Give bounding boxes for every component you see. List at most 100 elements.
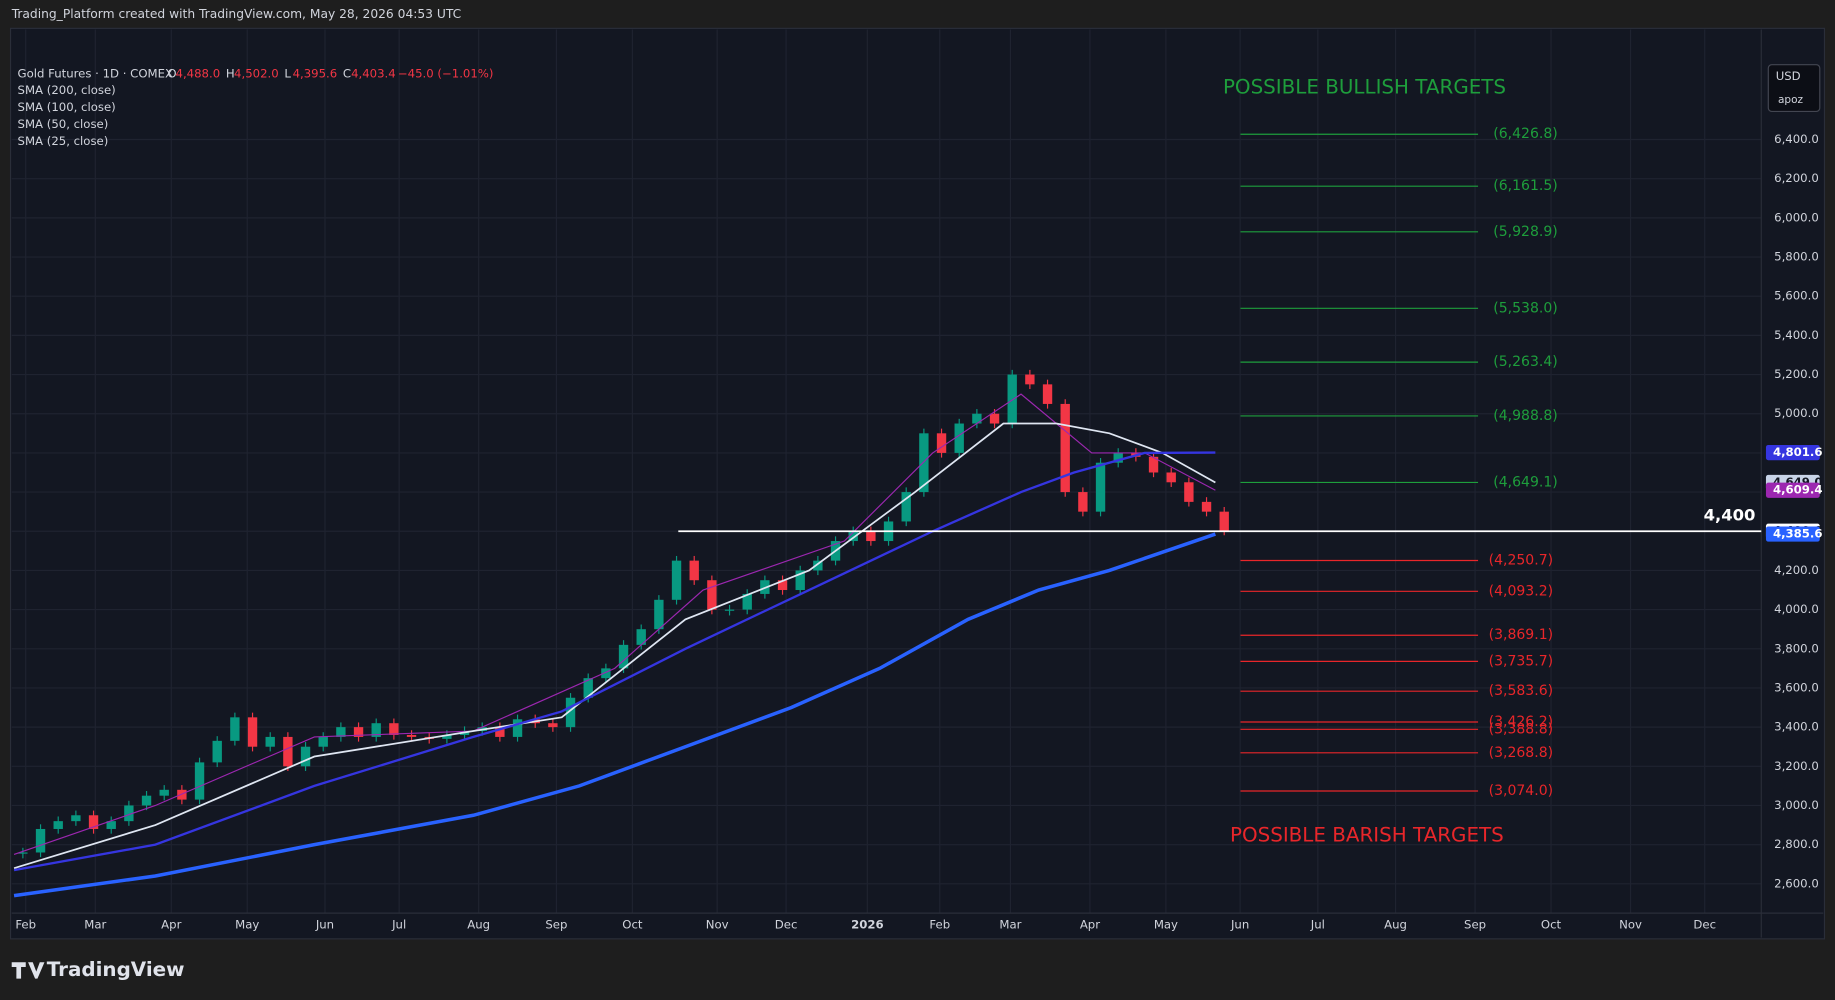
price-badge-label: 4,801.6: [1773, 445, 1823, 459]
support-label: 4,400: [1704, 506, 1756, 525]
legend-key: L: [284, 67, 291, 81]
x-tick-label: Dec: [775, 917, 798, 931]
currency: USD: [1776, 69, 1801, 83]
candle: [777, 580, 788, 591]
x-tick-label: Sep: [1464, 917, 1486, 931]
candle: [654, 599, 664, 630]
target-label: (4,649.1): [1493, 474, 1558, 490]
candle: [336, 727, 346, 737]
legend-key: H: [226, 67, 235, 81]
target-label: (4,093.2): [1489, 583, 1554, 599]
target-label: (5,263.4): [1493, 354, 1558, 370]
sma-line: [13, 532, 1216, 898]
candle: [177, 789, 187, 800]
target-label: (6,426.8): [1493, 126, 1558, 142]
candle: [724, 609, 735, 611]
candle: [919, 433, 929, 493]
y-tick-label: 6,000.0: [1774, 210, 1819, 224]
candle: [159, 789, 169, 796]
sma-line: [13, 422, 1216, 869]
sma-line: [13, 451, 1216, 872]
legend-value: 4,488.0: [176, 67, 221, 81]
candle: [71, 815, 81, 822]
target-label: (3,074.0): [1489, 783, 1554, 799]
price-badge-label: 4,609.4: [1773, 483, 1823, 497]
x-tick-label: Mar: [84, 917, 106, 931]
y-tick-label: 6,200.0: [1774, 171, 1819, 185]
legend-indicator: SMA (25, close): [18, 134, 109, 148]
candle: [53, 821, 63, 829]
candle: [795, 570, 805, 591]
x-tick-label: May: [235, 917, 259, 931]
bearish-title: POSSIBLE BARISH TARGETS: [1230, 823, 1504, 846]
x-tick-label: Aug: [467, 917, 490, 931]
candle: [1201, 501, 1212, 512]
x-tick-label: Jul: [1310, 917, 1325, 931]
candle: [106, 821, 116, 829]
candle: [565, 697, 576, 728]
candle: [406, 734, 417, 737]
candle: [230, 717, 240, 741]
target-label: (3,268.8): [1489, 745, 1554, 761]
legend-key: O: [167, 67, 176, 81]
candle: [583, 678, 593, 698]
candle: [972, 413, 982, 424]
target-label: (3,426.2): [1489, 714, 1554, 730]
candle: [671, 560, 682, 600]
candle: [1078, 492, 1088, 512]
candle: [901, 492, 911, 522]
candle: [265, 736, 275, 747]
y-tick-label: 4,200.0: [1774, 563, 1819, 577]
y-tick-label: 4,000.0: [1774, 602, 1819, 616]
target-label: (3,735.7): [1489, 653, 1554, 669]
candle: [548, 723, 558, 728]
candle: [283, 736, 293, 767]
candle: [1166, 472, 1176, 483]
candle: [742, 593, 752, 610]
candle: [1095, 462, 1106, 512]
candle: [848, 531, 858, 542]
candle: [212, 740, 222, 763]
candle: [689, 560, 699, 581]
candle: [512, 719, 523, 737]
candle: [813, 560, 823, 571]
candle: [1060, 403, 1070, 493]
legend-value: 4,403.4: [351, 67, 396, 81]
y-tick-label: 5,800.0: [1774, 250, 1819, 264]
y-tick-label: 3,600.0: [1774, 680, 1819, 694]
currency-box: [1767, 64, 1821, 113]
currency-unit: apoz: [1778, 94, 1804, 106]
legend-change: −45.0 (−1.01%): [398, 67, 494, 81]
x-tick-label: Oct: [1541, 917, 1562, 931]
target-label: (5,928.9): [1493, 224, 1558, 240]
candle: [1042, 384, 1053, 404]
target-label: (3,388.8): [1489, 721, 1554, 737]
x-tick-label: Dec: [1693, 917, 1716, 931]
y-tick-label: 3,800.0: [1774, 641, 1819, 655]
x-tick-label: Nov: [706, 917, 729, 931]
y-tick-label: 5,000.0: [1774, 406, 1819, 420]
y-tick-label: 5,600.0: [1774, 289, 1819, 303]
x-tick-label: Nov: [1619, 917, 1642, 931]
brand: TradingView: [47, 958, 185, 981]
price-badge: [1765, 444, 1820, 461]
candle: [88, 815, 99, 829]
candle: [1007, 374, 1017, 424]
header: Trading_Platform created with TradingVie…: [11, 7, 462, 21]
logo: [11, 962, 45, 979]
x-tick-label: Apr: [1080, 917, 1100, 931]
y-tick-label: 3,000.0: [1774, 798, 1819, 812]
candle: [247, 717, 258, 747]
target-label: (4,250.7): [1489, 552, 1554, 568]
legend-indicator: SMA (50, close): [18, 117, 109, 131]
legend-indicator: SMA (200, close): [18, 83, 116, 97]
target-label: (4,988.8): [1493, 408, 1558, 424]
candle: [495, 727, 505, 737]
y-tick-label: 3,400.0: [1774, 720, 1819, 734]
legend-symbol: Gold Futures · 1D · COMEX: [18, 67, 173, 81]
candle: [989, 413, 1000, 424]
x-tick-label: Oct: [622, 917, 643, 931]
sma-line: [13, 393, 1216, 855]
candle: [601, 668, 611, 679]
